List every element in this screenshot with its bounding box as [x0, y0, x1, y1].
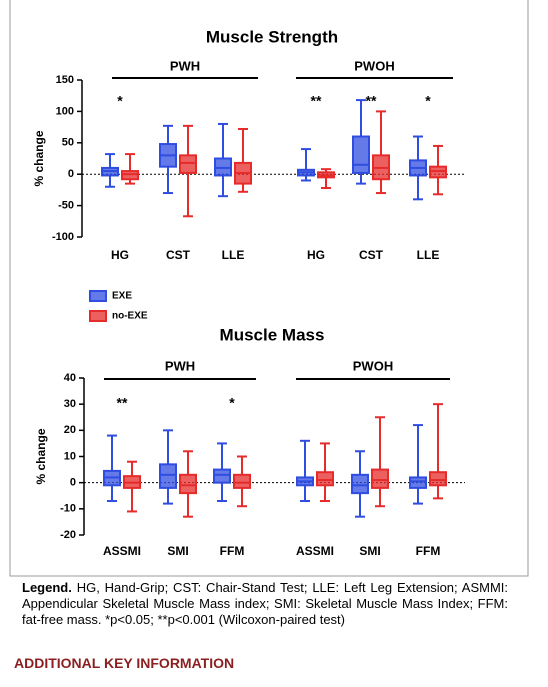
y-tick-label: -10	[60, 503, 76, 515]
box	[159, 463, 177, 489]
group-label: PWH	[165, 358, 195, 373]
y-tick-label: -100	[52, 231, 74, 243]
x-tick-label: FFM	[416, 544, 441, 558]
y-tick-label: 150	[56, 74, 74, 86]
box	[371, 468, 389, 489]
x-tick-label: LLE	[417, 248, 440, 262]
x-tick-label: SMI	[167, 544, 188, 558]
y-tick-label: 0	[70, 477, 76, 489]
box	[409, 476, 427, 489]
x-tick-label: FFM	[220, 544, 245, 558]
box	[429, 471, 447, 487]
y-tick-label: 10	[64, 450, 76, 462]
significance: **	[311, 93, 322, 109]
box	[179, 473, 197, 495]
x-tick-label: HG	[111, 248, 129, 262]
x-tick-label: ASSMI	[103, 544, 141, 558]
x-tick-label: HG	[307, 248, 325, 262]
legend-label: EXE	[112, 291, 132, 302]
caption: Legend. HG, Hand-Grip; CST: Chair-Stand …	[22, 580, 508, 628]
box	[179, 154, 197, 174]
caption-lead: Legend.	[22, 580, 72, 595]
chart-title: Muscle Strength	[206, 27, 338, 46]
significance: **	[366, 93, 377, 109]
chart-title: Muscle Mass	[220, 325, 325, 344]
group-label: PWOH	[353, 358, 393, 373]
y-tick-label: 50	[62, 137, 74, 149]
x-tick-label: CST	[166, 248, 191, 262]
box	[351, 473, 369, 495]
y-tick-label: 0	[68, 168, 74, 180]
y-tick-label: 100	[56, 105, 74, 117]
box	[352, 135, 370, 174]
significance: *	[425, 93, 431, 109]
y-tick-label: -20	[60, 529, 76, 541]
box	[213, 468, 231, 484]
legend-swatch	[89, 290, 107, 302]
figure-frame	[9, 0, 529, 577]
x-tick-label: CST	[359, 248, 384, 262]
y-axis-label: % change	[32, 130, 46, 186]
y-tick-label: 20	[64, 424, 76, 436]
x-tick-label: SMI	[359, 544, 380, 558]
y-tick-label: -50	[58, 200, 74, 212]
significance: **	[117, 395, 128, 411]
caption-text: HG, Hand-Grip; CST: Chair-Stand Test; LL…	[22, 580, 508, 627]
legend-label: no-EXE	[112, 311, 148, 322]
significance: *	[117, 93, 123, 109]
y-tick-label: 30	[64, 398, 76, 410]
y-axis-label: % change	[34, 428, 48, 484]
section-heading: ADDITIONAL KEY INFORMATION	[14, 655, 235, 671]
significance: *	[229, 395, 235, 411]
x-tick-label: LLE	[222, 248, 245, 262]
y-tick-label: 40	[64, 372, 76, 384]
group-label: PWOH	[354, 58, 394, 73]
legend-swatch	[89, 310, 107, 322]
box	[233, 473, 251, 489]
box	[316, 471, 334, 487]
group-label: PWH	[170, 58, 200, 73]
x-tick-label: ASSMI	[296, 544, 334, 558]
